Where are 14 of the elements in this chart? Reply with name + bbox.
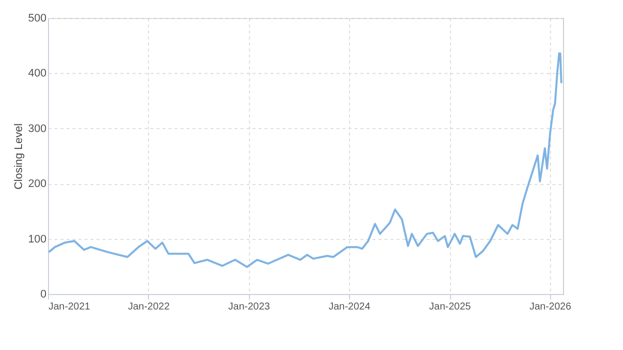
line-series xyxy=(48,52,562,268)
y-tick-label: 400 xyxy=(28,68,46,80)
x-tick-label: Jan-2023 xyxy=(228,302,270,312)
x-tick-label: Jan-2021 xyxy=(48,302,91,312)
y-tick-label: 500 xyxy=(28,12,46,24)
x-tick-label: Jan-2026 xyxy=(529,302,572,312)
y-tick-label: 0 xyxy=(40,288,46,300)
y-tick-label: 300 xyxy=(28,122,46,135)
x-tick-label: Jan-2022 xyxy=(128,302,170,312)
y-tick-label: 200 xyxy=(28,178,46,190)
y-tick-label: 100 xyxy=(28,233,46,246)
x-tick-label: Jan-2025 xyxy=(429,302,472,312)
x-tick-label: Jan-2024 xyxy=(328,302,371,312)
y-axis-title: Closing Level xyxy=(13,123,26,190)
